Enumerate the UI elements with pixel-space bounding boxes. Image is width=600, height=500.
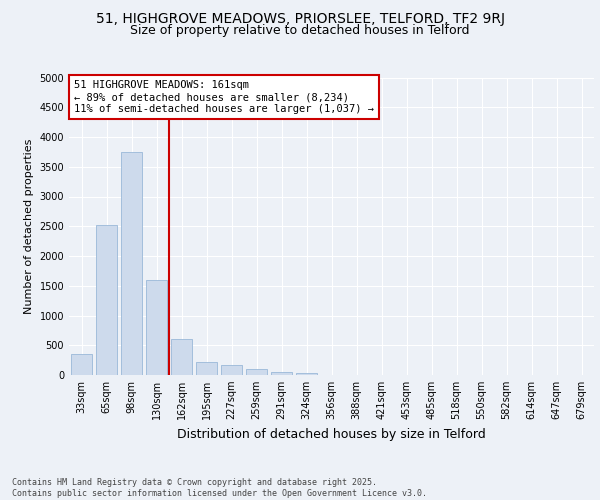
Text: 51, HIGHGROVE MEADOWS, PRIORSLEE, TELFORD, TF2 9RJ: 51, HIGHGROVE MEADOWS, PRIORSLEE, TELFOR… [95,12,505,26]
Bar [271,372,292,375]
Bar [171,340,192,375]
Bar [196,362,217,375]
Bar [146,280,167,375]
Bar [121,152,142,375]
Bar [246,369,267,375]
Bar [221,365,242,375]
Text: Contains HM Land Registry data © Crown copyright and database right 2025.
Contai: Contains HM Land Registry data © Crown c… [12,478,427,498]
Bar [296,372,317,375]
X-axis label: Distribution of detached houses by size in Telford: Distribution of detached houses by size … [177,428,486,440]
Y-axis label: Number of detached properties: Number of detached properties [24,138,34,314]
Text: 51 HIGHGROVE MEADOWS: 161sqm
← 89% of detached houses are smaller (8,234)
11% of: 51 HIGHGROVE MEADOWS: 161sqm ← 89% of de… [74,80,374,114]
Bar [96,225,117,375]
Bar [71,354,92,375]
Text: Size of property relative to detached houses in Telford: Size of property relative to detached ho… [130,24,470,37]
